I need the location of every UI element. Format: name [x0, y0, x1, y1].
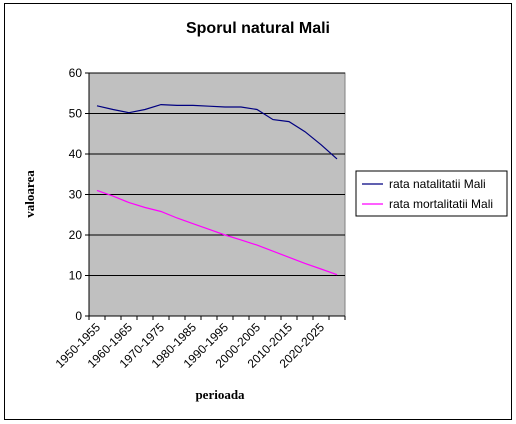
chart-title: Sporul natural Mali — [186, 20, 330, 37]
y-tick-label: 50 — [69, 107, 83, 121]
y-axis-title: valoarea — [22, 170, 37, 218]
y-tick-label: 0 — [75, 309, 82, 323]
legend-entry: rata natalitatii Mali — [389, 177, 486, 191]
series-line-0 — [96, 103, 338, 160]
y-tick-label: 40 — [69, 147, 83, 161]
series-line-1 — [96, 189, 338, 276]
x-axis-title: perioada — [195, 387, 245, 402]
y-tick-label: 10 — [69, 269, 83, 283]
y-tick-label: 20 — [69, 228, 83, 242]
legend: rata natalitatii Mali rata mortalitatii M… — [355, 170, 508, 217]
y-tick-label: 30 — [69, 188, 83, 202]
legend-entry: rata mortalitatii Mali — [389, 197, 493, 211]
y-tick-label: 60 — [69, 66, 83, 80]
legend-box — [355, 170, 508, 217]
plot-area: 01020304050601950-19551960-19651970-1975… — [53, 66, 346, 371]
